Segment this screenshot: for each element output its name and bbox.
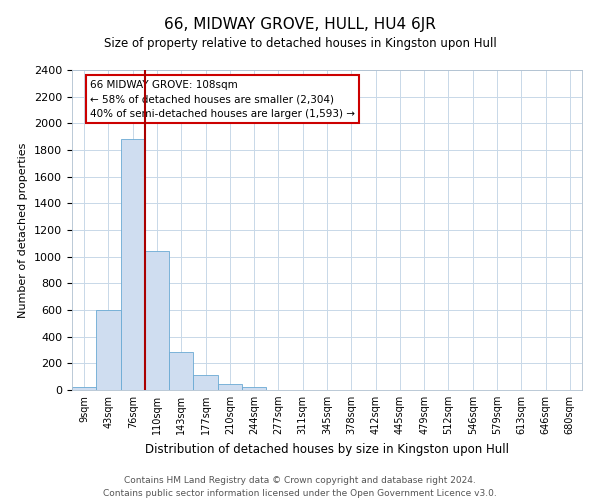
Text: 66 MIDWAY GROVE: 108sqm
← 58% of detached houses are smaller (2,304)
40% of semi: 66 MIDWAY GROVE: 108sqm ← 58% of detache…: [90, 80, 355, 119]
Text: Size of property relative to detached houses in Kingston upon Hull: Size of property relative to detached ho…: [104, 38, 496, 51]
Bar: [193, 374, 218, 390]
Bar: [145, 252, 169, 390]
Bar: [121, 140, 145, 390]
Bar: [218, 384, 242, 390]
Bar: [96, 310, 121, 390]
Text: Contains HM Land Registry data © Crown copyright and database right 2024.
Contai: Contains HM Land Registry data © Crown c…: [103, 476, 497, 498]
Text: 66, MIDWAY GROVE, HULL, HU4 6JR: 66, MIDWAY GROVE, HULL, HU4 6JR: [164, 18, 436, 32]
Bar: [169, 352, 193, 390]
X-axis label: Distribution of detached houses by size in Kingston upon Hull: Distribution of detached houses by size …: [145, 442, 509, 456]
Bar: [72, 388, 96, 390]
Bar: [242, 388, 266, 390]
Y-axis label: Number of detached properties: Number of detached properties: [19, 142, 28, 318]
